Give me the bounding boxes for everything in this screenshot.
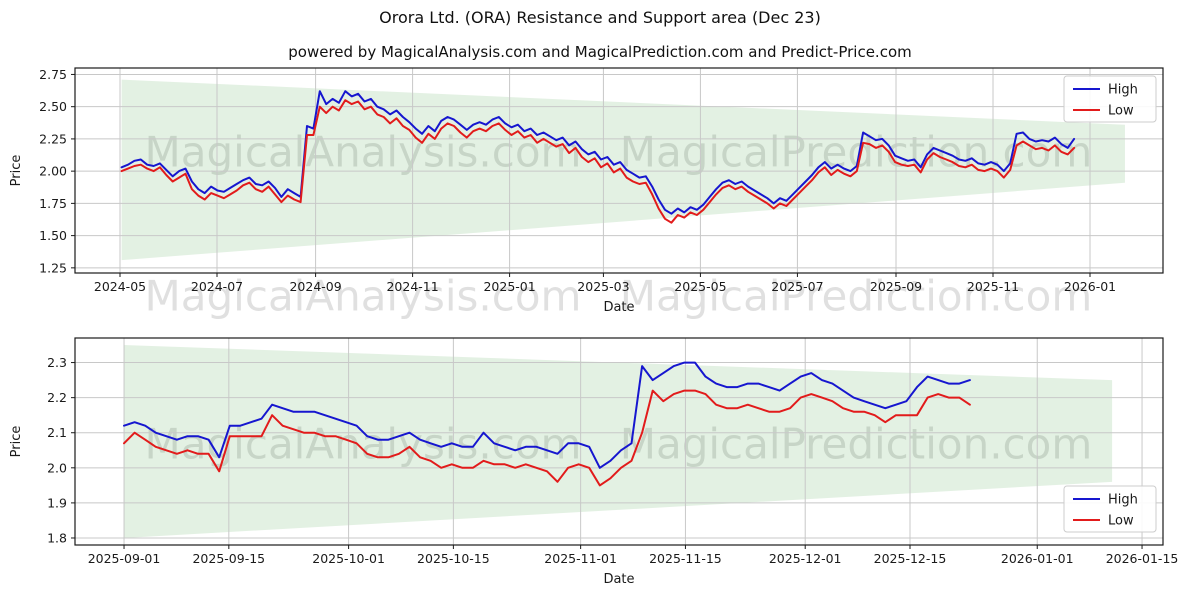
high-line <box>120 90 1076 215</box>
x-tick-label: 2025-11 <box>967 279 1019 294</box>
plot-border <box>74 67 1164 274</box>
watermark-magicalanalysis: MagicalAnalysis.com <box>145 420 582 469</box>
x-axis-label: Date <box>603 572 634 587</box>
legend: High Low <box>1063 75 1157 123</box>
subplot-1: 2024-05 2024-07 2024-09 2024-11 2025-01 2025-… <box>9 67 1164 315</box>
plot-border <box>74 337 1164 546</box>
x-tick-label: 2024-09 <box>289 279 341 294</box>
legend-label-low: Low <box>1108 104 1134 119</box>
x-tick-label: 2024-07 <box>191 279 243 294</box>
y-axis-label: Price <box>9 426 24 458</box>
x-tick-label: 2024-11 <box>386 279 438 294</box>
x-tick-label: 2025-03 <box>577 279 629 294</box>
y-tick-label: 1.50 <box>39 228 67 243</box>
x-tick-label: 2025-10-01 <box>312 551 385 566</box>
x-tick-label: 2025-12-01 <box>769 551 842 566</box>
y-tick-label: 1.9 <box>47 495 67 510</box>
x-tick-label: 2025-09-01 <box>88 551 161 566</box>
y-tick-label: 1.75 <box>39 196 67 211</box>
x-tick-label: 2025-07 <box>771 279 823 294</box>
low-line <box>120 99 1076 224</box>
x-tick-label: 2025-05 <box>674 279 726 294</box>
chart-subtitle: powered by MagicalAnalysis.com and Magic… <box>288 43 912 61</box>
legend: High Low <box>1063 485 1157 533</box>
legend-label-low: Low <box>1108 514 1134 529</box>
y-axis-label: Price <box>9 155 24 187</box>
resistance-support-area <box>124 345 1113 538</box>
y-tick-label: 2.50 <box>39 99 67 114</box>
y-tick-label: 2.00 <box>39 164 67 179</box>
y-tick-label: 2.2 <box>47 390 67 405</box>
x-tick-label: 2026-01-01 <box>1001 551 1074 566</box>
subplot-2: 2025-09-01 2025-09-15 2025-10-01 2025-10-15… <box>9 337 1179 587</box>
y-tick-label: 1.25 <box>39 260 67 275</box>
y-tick-label: 2.25 <box>39 131 67 146</box>
x-tick-label: 2026-01-15 <box>1106 551 1179 566</box>
y-tick-label: 1.8 <box>47 530 67 545</box>
y-tick-label: 2.1 <box>47 425 67 440</box>
x-tick-label: 2025-01 <box>483 279 535 294</box>
watermark-magicalprediction: MagicalPrediction.com <box>620 420 1093 469</box>
y-tick-label: 2.3 <box>47 355 67 370</box>
x-tick-label: 2025-11-15 <box>649 551 722 566</box>
watermark-magicalprediction: MagicalPrediction.com <box>619 271 1093 321</box>
chart-title: Orora Ltd. (ORA) Resistance and Support … <box>379 8 821 27</box>
x-axis-label: Date <box>603 300 634 315</box>
x-tick-label: 2024-05 <box>94 279 146 294</box>
y-tick-label: 2.75 <box>39 67 67 82</box>
x-tick-label: 2025-12-15 <box>874 551 947 566</box>
x-tick-label: 2026-01 <box>1064 279 1116 294</box>
low-line <box>123 389 971 487</box>
high-line <box>123 361 971 469</box>
legend-label-high: High <box>1108 83 1138 98</box>
x-tick-label: 2025-09-15 <box>192 551 265 566</box>
resistance-support-area <box>121 79 1125 261</box>
watermark-magicalanalysis: MagicalAnalysis.com <box>144 271 582 321</box>
x-tick-label: 2025-10-15 <box>417 551 490 566</box>
x-tick-label: 2025-11-01 <box>544 551 617 566</box>
y-tick-label: 2.0 <box>47 460 67 475</box>
x-tick-label: 2025-09 <box>870 279 922 294</box>
legend-label-high: High <box>1108 493 1138 508</box>
